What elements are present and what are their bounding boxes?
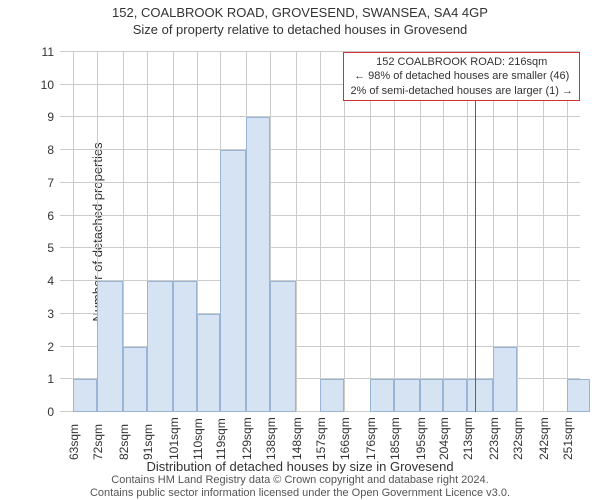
histogram-bar: [567, 379, 591, 412]
grid-line-v: [394, 52, 395, 412]
grid-line-v: [567, 52, 568, 412]
histogram-bar: [147, 281, 173, 412]
histogram-bar: [394, 379, 420, 412]
histogram-bar: [467, 379, 493, 412]
y-tick-label: 5: [14, 241, 54, 255]
reference-line: [475, 52, 476, 412]
grid-line-v: [296, 52, 297, 412]
histogram-bar: [220, 150, 246, 412]
annotation-line-2: ← 98% of detached houses are smaller (46…: [350, 69, 573, 83]
histogram-bar: [246, 117, 270, 412]
annotation-line-1: 152 COALBROOK ROAD: 216sqm: [350, 55, 573, 69]
y-tick-label: 0: [14, 405, 54, 419]
chart-subtitle: Size of property relative to detached ho…: [0, 22, 600, 37]
histogram-bar: [270, 281, 296, 412]
grid-line-v: [320, 52, 321, 412]
chart-container: 152, COALBROOK ROAD, GROVESEND, SWANSEA,…: [0, 0, 600, 500]
grid-line-v: [370, 52, 371, 412]
histogram-bar: [97, 281, 123, 412]
y-tick-label: 3: [14, 307, 54, 321]
annotation-box: 152 COALBROOK ROAD: 216sqm ← 98% of deta…: [343, 52, 580, 101]
y-tick-label: 6: [14, 209, 54, 223]
histogram-bar: [123, 347, 147, 412]
x-axis-title: Distribution of detached houses by size …: [0, 459, 600, 474]
grid-line-v: [73, 52, 74, 412]
footer-line-1: Contains HM Land Registry data © Crown c…: [0, 474, 600, 486]
grid-line-v: [467, 52, 468, 412]
histogram-bar: [420, 379, 444, 412]
grid-line-v: [420, 52, 421, 412]
x-tick-label: 251sqm: [561, 417, 600, 460]
histogram-bar: [173, 281, 197, 412]
annotation-line-3: 2% of semi-detached houses are larger (1…: [350, 84, 573, 98]
footer-line-2: Contains public sector information licen…: [0, 487, 600, 499]
grid-line-v: [517, 52, 518, 412]
y-tick-label: 8: [14, 143, 54, 157]
y-tick-label: 10: [14, 78, 54, 92]
grid-line-v: [443, 52, 444, 412]
chart-title: 152, COALBROOK ROAD, GROVESEND, SWANSEA,…: [0, 5, 600, 20]
histogram-bar: [73, 379, 97, 412]
grid-line-v: [344, 52, 345, 412]
grid-line-v: [543, 52, 544, 412]
histogram-bar: [493, 347, 517, 412]
y-tick-label: 11: [14, 45, 54, 59]
y-tick-label: 9: [14, 110, 54, 124]
y-tick-label: 7: [14, 176, 54, 190]
y-tick-label: 2: [14, 340, 54, 354]
histogram-bar: [443, 379, 467, 412]
histogram-bar: [320, 379, 344, 412]
histogram-bar: [197, 314, 221, 412]
histogram-bar: [370, 379, 394, 412]
y-tick-label: 4: [14, 274, 54, 288]
y-tick-label: 1: [14, 372, 54, 386]
plot-area: 152 COALBROOK ROAD: 216sqm ← 98% of deta…: [60, 52, 580, 412]
